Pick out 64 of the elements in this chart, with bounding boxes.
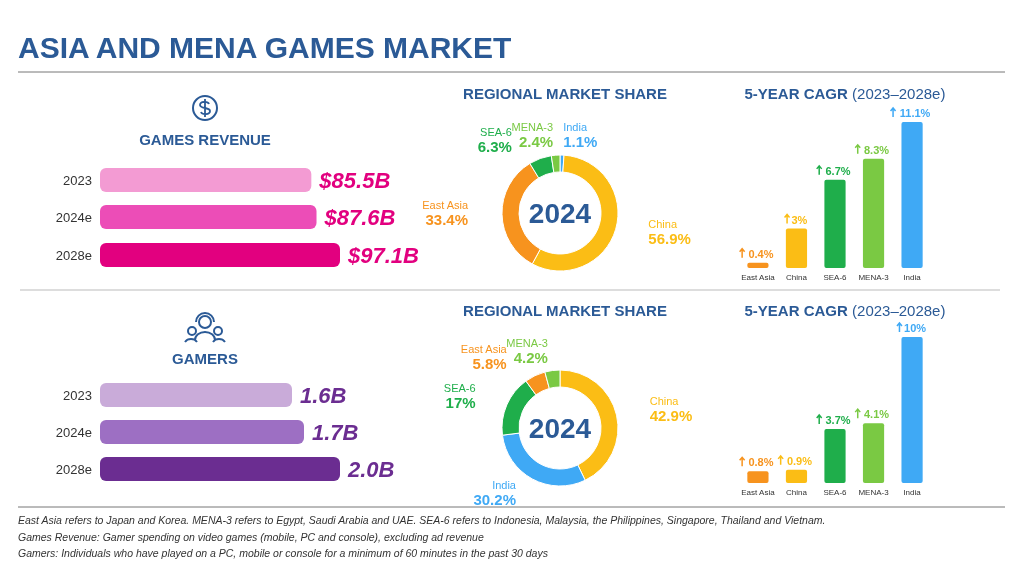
data-label: $85.5B (318, 168, 391, 193)
data-label: 2.0B (347, 457, 395, 482)
text: ASIA AND MENA GAMES MARKET (18, 31, 512, 64)
data-label: 6.3% (477, 137, 512, 155)
data-label: 4.1% (863, 408, 890, 421)
data-label: 33.4% (425, 210, 469, 228)
x-tick-label: SEA-6 (823, 273, 848, 282)
chart-subtitle: (2023–2028e) (847, 302, 946, 319)
x-tick-label: China (786, 488, 808, 497)
chart-title: 5-YEAR CAGR (744, 85, 849, 102)
data-label: 0.4% (748, 247, 774, 260)
text: Games Revenue: Gamer spending on video games (mobile, PC and console), excluding ad revenue (18, 530, 484, 543)
chart-title: GAMES REVENUE (139, 131, 271, 148)
data-label: 1.7B (312, 420, 359, 445)
chart-title: 5-YEAR CAGR (744, 302, 849, 319)
text: 2024 (528, 198, 592, 229)
x-tick-label: India (903, 488, 922, 497)
y-tick-label: 2028e (55, 248, 92, 263)
slice-label: MENA-3 (511, 121, 554, 134)
data-label: 11.1% (899, 107, 931, 119)
data-label: 1.6B (300, 383, 347, 408)
data-label: 0.9% (786, 454, 813, 467)
data-label: 3.7% (825, 413, 851, 426)
data-label: 5.8% (472, 355, 507, 373)
chart-title: REGIONAL MARKET SHARE (463, 302, 667, 319)
chart-subtitle: (2023–2028e) (847, 85, 946, 102)
x-tick-label: East Asia (741, 273, 776, 282)
data-label: 42.9% (649, 407, 693, 425)
slice-label: East Asia (422, 198, 469, 211)
x-tick-label: India (903, 273, 922, 282)
data-label: 4.2% (513, 348, 548, 366)
data-label: 2.4% (518, 133, 554, 151)
data-label: $87.6B (323, 205, 396, 230)
data-label: 3% (791, 213, 808, 226)
y-tick-label: 2024e (55, 425, 92, 440)
text: 2024 (528, 413, 592, 444)
text: East Asia refers to Japan and Korea. MENA-3 refers to Egypt, Saudi Arabia and UAE. SEA-6 refers to Indonesia, Malaysia, the Philippines, Singapore, Thailand and Vietnam. (18, 514, 826, 526)
slice-label: SEA-6 (480, 125, 512, 138)
data-label: 56.9% (648, 230, 691, 248)
data-label: 10% (904, 322, 927, 334)
x-tick-label: MENA-3 (858, 488, 890, 497)
chart-title: GAMERS (172, 350, 238, 367)
data-label: 6.7% (825, 164, 851, 177)
data-label: 1.1% (563, 133, 598, 151)
y-tick-label: 2028e (55, 462, 92, 477)
data-label: 17% (445, 393, 476, 411)
text: Gamers: Individuals who have played on a PC, mobile or console for a minimum of 60 minutes in the past 30 days (18, 547, 549, 559)
slice-label: SEA-6 (443, 381, 476, 394)
y-tick-label: 2024e (55, 210, 92, 225)
data-label: 8.3% (863, 143, 890, 156)
y-tick-label: 2023 (63, 388, 92, 403)
x-tick-label: MENA-3 (858, 273, 890, 282)
slice-label: China (649, 395, 680, 408)
slice-label: MENA-3 (506, 336, 548, 349)
y-tick-label: 2023 (63, 173, 92, 188)
data-label: 0.8% (748, 456, 774, 469)
slice-label: India (563, 121, 588, 134)
slice-label: China (648, 218, 678, 231)
data-label: $97.1B (347, 243, 420, 268)
chart-title: REGIONAL MARKET SHARE (463, 85, 667, 102)
x-tick-label: China (786, 273, 808, 282)
x-tick-label: East Asia (741, 488, 776, 497)
x-tick-label: SEA-6 (823, 488, 848, 497)
data-label: 30.2% (473, 490, 516, 508)
